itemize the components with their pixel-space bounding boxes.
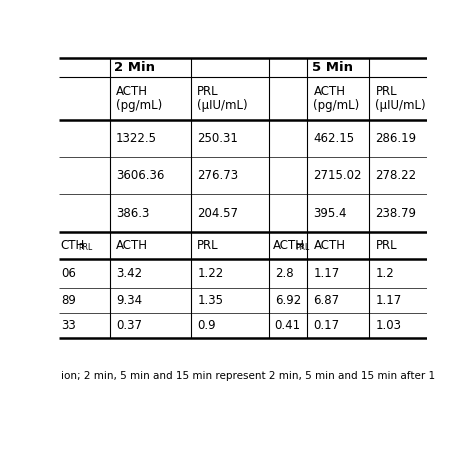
Text: 0.37: 0.37 [116, 319, 142, 332]
Text: 06: 06 [61, 267, 76, 280]
Text: PRL: PRL [197, 239, 219, 252]
Text: 278.22: 278.22 [375, 169, 417, 182]
Text: PRL: PRL [375, 85, 397, 98]
Text: 0.9: 0.9 [197, 319, 216, 332]
Text: (pg/mL): (pg/mL) [116, 99, 162, 112]
Text: 89: 89 [61, 294, 76, 307]
Text: 6.87: 6.87 [313, 294, 339, 307]
Text: 386.3: 386.3 [116, 207, 149, 219]
Text: 1.17: 1.17 [313, 267, 340, 280]
Text: PRL: PRL [197, 85, 219, 98]
Text: 33: 33 [61, 319, 75, 332]
Text: ACTH: ACTH [313, 239, 346, 252]
Text: 6.92: 6.92 [275, 294, 301, 307]
Text: 250.31: 250.31 [197, 132, 238, 145]
Text: 1.2: 1.2 [375, 267, 394, 280]
Text: PRL: PRL [79, 243, 93, 252]
Text: 1.03: 1.03 [375, 319, 401, 332]
Text: 1.35: 1.35 [197, 294, 223, 307]
Text: 9.34: 9.34 [116, 294, 142, 307]
Text: 2 Min: 2 Min [114, 61, 155, 74]
Text: (μIU/mL): (μIU/mL) [197, 99, 248, 112]
Text: 5 Min: 5 Min [312, 61, 353, 74]
Text: ACTH: ACTH [116, 239, 148, 252]
Text: 204.57: 204.57 [197, 207, 238, 219]
Text: 2.8: 2.8 [275, 267, 293, 280]
Text: 0.41: 0.41 [275, 319, 301, 332]
Text: ACTH: ACTH [273, 239, 305, 252]
Text: 238.79: 238.79 [375, 207, 417, 219]
Text: 462.15: 462.15 [313, 132, 355, 145]
Text: 3606.36: 3606.36 [116, 169, 164, 182]
Text: 1.17: 1.17 [375, 294, 401, 307]
Text: CTH: CTH [61, 239, 85, 252]
Text: 395.4: 395.4 [313, 207, 347, 219]
Text: 1322.5: 1322.5 [116, 132, 157, 145]
Text: 1.22: 1.22 [197, 267, 223, 280]
Text: PRL: PRL [295, 243, 309, 252]
Text: ACTH: ACTH [313, 85, 346, 98]
Text: 286.19: 286.19 [375, 132, 417, 145]
Text: ACTH: ACTH [116, 85, 148, 98]
Text: 0.17: 0.17 [313, 319, 339, 332]
Text: 2715.02: 2715.02 [313, 169, 362, 182]
Text: 276.73: 276.73 [197, 169, 238, 182]
Text: (pg/mL): (pg/mL) [313, 99, 360, 112]
Text: PRL: PRL [375, 239, 397, 252]
Text: (μIU/mL): (μIU/mL) [375, 99, 426, 112]
Text: ion; 2 min, 5 min and 15 min represent 2 min, 5 min and 15 min after 1: ion; 2 min, 5 min and 15 min represent 2… [61, 371, 435, 381]
Text: 3.42: 3.42 [116, 267, 142, 280]
